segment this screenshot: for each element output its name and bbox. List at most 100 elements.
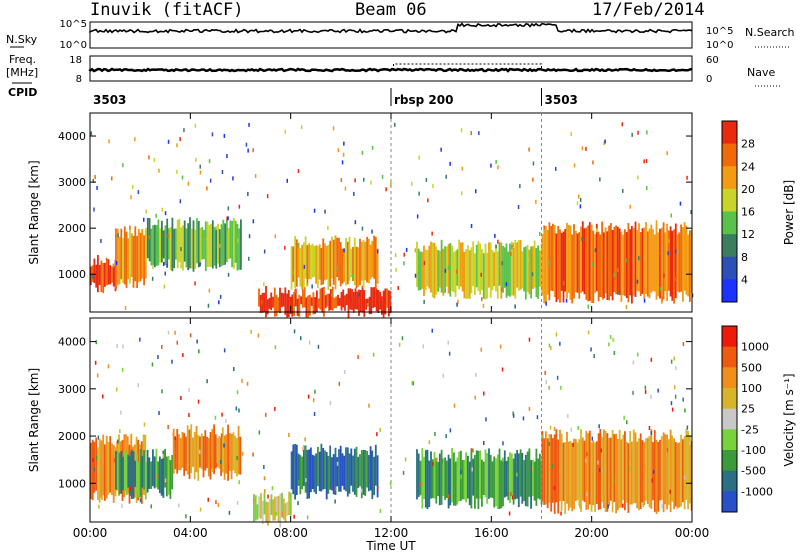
- colorbar-tick-label: 20: [741, 183, 755, 196]
- data-speck: [666, 151, 668, 156]
- data-speck: [324, 209, 326, 214]
- data-streak: [533, 461, 536, 501]
- data-streak: [546, 438, 549, 509]
- data-speck: [447, 494, 450, 499]
- data-streak: [150, 461, 152, 489]
- data-streak: [353, 237, 356, 285]
- data-speck: [185, 514, 187, 519]
- data-streak: [239, 436, 242, 475]
- data-speck: [306, 282, 308, 287]
- data-streak: [105, 435, 108, 499]
- data-speck: [592, 160, 594, 165]
- data-speck: [372, 352, 375, 357]
- colorbar-tick-label: 24: [741, 160, 755, 173]
- data-speck: [397, 286, 399, 290]
- data-streak: [348, 236, 351, 281]
- data-streak: [263, 292, 266, 312]
- data-streak: [125, 450, 128, 496]
- nave-label: Nave: [747, 66, 776, 79]
- data-speck: [164, 271, 166, 276]
- data-streak: [560, 232, 563, 291]
- data-streak: [567, 441, 570, 511]
- data-speck: [223, 133, 226, 138]
- data-speck: [682, 397, 684, 402]
- data-speck: [499, 344, 502, 349]
- data-streak: [431, 459, 434, 499]
- data-streak: [253, 494, 255, 522]
- data-streak: [290, 246, 293, 290]
- data-streak: [426, 449, 429, 510]
- data-streak: [449, 243, 452, 297]
- data-streak: [143, 235, 145, 286]
- freq-tick: 18: [69, 55, 82, 66]
- data-streak: [362, 449, 365, 495]
- data-speck: [257, 333, 260, 338]
- data-speck: [233, 367, 235, 371]
- data-streak: [550, 226, 553, 291]
- data-streak: [510, 241, 513, 296]
- freq-label: Freq.: [9, 53, 37, 66]
- data-streak: [445, 246, 448, 287]
- data-streak: [261, 292, 264, 313]
- data-streak: [524, 246, 527, 300]
- data-streak: [203, 229, 205, 260]
- data-speck: [661, 296, 664, 301]
- data-streak: [660, 227, 663, 304]
- data-streak: [173, 228, 176, 269]
- data-streak: [291, 294, 294, 317]
- data-streak: [530, 460, 532, 509]
- data-streak: [302, 289, 304, 308]
- nsky-tick: 10^5: [60, 19, 87, 30]
- data-speck: [644, 385, 647, 390]
- data-streak: [95, 264, 98, 288]
- data-speck: [177, 503, 180, 508]
- data-speck: [334, 499, 336, 504]
- data-speck: [590, 347, 592, 352]
- data-speck: [228, 510, 231, 515]
- data-streak: [389, 291, 392, 314]
- data-streak: [141, 455, 144, 488]
- data-speck: [485, 417, 487, 422]
- data-streak: [541, 234, 544, 296]
- data-speck: [336, 461, 339, 466]
- data-speck: [651, 478, 654, 483]
- data-streak: [315, 245, 317, 284]
- data-streak: [155, 225, 158, 266]
- data-streak: [491, 461, 494, 499]
- data-speck: [227, 206, 230, 211]
- data-streak: [421, 448, 424, 509]
- data-streak: [645, 222, 647, 294]
- data-streak: [214, 434, 217, 469]
- data-streak: [588, 430, 591, 505]
- data-streak: [465, 249, 467, 299]
- data-speck: [572, 442, 574, 447]
- data-streak: [562, 231, 565, 303]
- data-speck: [599, 177, 601, 182]
- data-speck: [587, 330, 590, 335]
- data-streak: [346, 241, 349, 285]
- data-speck: [617, 268, 619, 273]
- data-streak: [481, 248, 483, 290]
- data-streak: [258, 496, 261, 518]
- data-streak: [359, 454, 361, 487]
- data-streak: [304, 236, 307, 279]
- data-speck: [223, 348, 226, 353]
- data-speck: [182, 353, 184, 358]
- data-streak: [157, 461, 159, 490]
- data-streak: [181, 432, 184, 468]
- data-speck: [532, 466, 534, 471]
- data-streak: [355, 246, 358, 289]
- data-streak: [277, 297, 280, 313]
- data-speck: [663, 273, 665, 278]
- data-streak: [613, 434, 616, 502]
- data-streak: [232, 432, 235, 471]
- data-speck: [425, 177, 428, 182]
- data-speck: [674, 394, 677, 399]
- data-streak: [146, 449, 149, 493]
- data-speck: [675, 366, 677, 370]
- data-streak: [618, 228, 621, 296]
- data-streak: [463, 251, 466, 299]
- data-speck: [614, 478, 617, 483]
- data-speck: [603, 141, 605, 146]
- data-streak: [187, 223, 190, 271]
